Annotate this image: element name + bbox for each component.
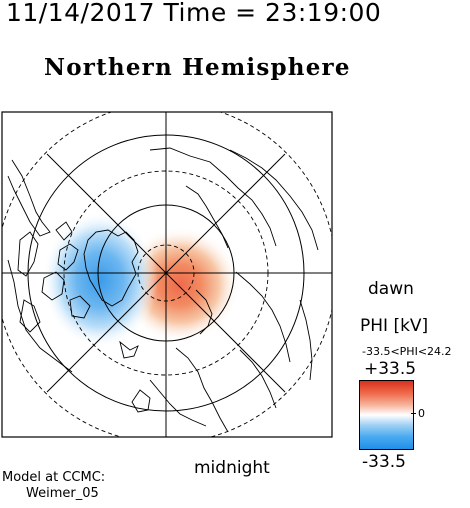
credit-line-1: Model at CCMC: <box>2 470 106 485</box>
colorbar-max-label: +33.5 <box>364 359 417 379</box>
polar-potential-map <box>1 111 333 438</box>
meridian-lines <box>2 112 332 437</box>
negative-potential-cell <box>42 212 158 348</box>
legend-title: PHI [kV] <box>360 316 429 336</box>
midnight-label: midnight <box>194 458 270 478</box>
credit-line-2: Weimer_05 <box>26 486 99 501</box>
map-frame <box>1 111 333 438</box>
dawn-label: dawn <box>368 279 414 299</box>
colorbar-mid-label: 0 <box>418 407 425 420</box>
legend-range: -33.5<PHI<24.2 <box>362 345 452 358</box>
colorbar-min-label: -33.5 <box>362 452 406 472</box>
colorbar <box>359 380 414 450</box>
hemisphere-title: Northern Hemisphere <box>44 54 351 81</box>
time-title: 11/14/2017 Time = 23:19:00 <box>6 0 382 27</box>
colorbar-zero-tick <box>411 413 416 414</box>
